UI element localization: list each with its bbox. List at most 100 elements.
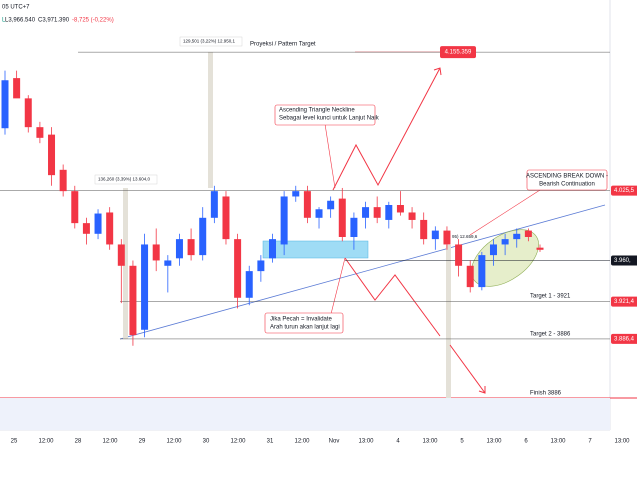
candle-body — [141, 244, 149, 330]
header: 05 UTC+7 — [2, 5, 30, 11]
x-tick-label: 28 — [75, 439, 82, 445]
measure-box — [94, 174, 158, 185]
x-tick-label: 13:00 — [422, 439, 438, 445]
price-label: 4.025,5 — [614, 188, 635, 194]
price-tag — [611, 333, 637, 344]
measure-label: 95) 12.659,6 — [452, 234, 478, 239]
note: Finish 3886 — [530, 391, 562, 397]
note-box — [526, 169, 608, 191]
x-tick-label: 4 — [396, 439, 400, 445]
arrow-down — [449, 344, 486, 394]
candle-body — [350, 217, 358, 237]
x-tick-label: 13:00 — [550, 439, 566, 445]
candle-body — [478, 255, 486, 288]
header: -8,725 (-0,22%) — [72, 18, 114, 24]
candle-body — [82, 223, 90, 234]
candle-body — [187, 239, 195, 256]
note: Jika Pecah = Invalidate — [270, 317, 333, 323]
measure-bar — [208, 52, 213, 188]
candle-body — [536, 247, 544, 250]
measure-bar — [123, 188, 128, 339]
price-label: 3.921,4 — [614, 299, 635, 305]
x-tick-label: 13:00 — [614, 439, 630, 445]
note: Arah turun akan lanjut lagi — [270, 325, 340, 331]
candle-body — [466, 265, 474, 288]
measure-label: 129,501 (3,22%) 12.950,1 — [183, 39, 236, 44]
x-tick-label: 12:00 — [294, 439, 310, 445]
candle-body — [24, 98, 32, 128]
measure-bar — [446, 245, 451, 398]
header: C3,971.390 — [38, 18, 70, 24]
candle-body — [71, 191, 79, 224]
candle-body — [13, 78, 21, 99]
measure-box — [179, 36, 243, 47]
note-box — [274, 104, 376, 126]
callout-line — [324, 123, 336, 189]
candle-body — [396, 205, 404, 213]
note: Ascending Triangle Neckline — [279, 108, 355, 114]
finish-zone — [0, 398, 610, 430]
trendline — [119, 204, 606, 340]
candle-body — [245, 271, 253, 298]
x-tick-label: 7 — [588, 439, 592, 445]
candle-body — [94, 213, 102, 234]
header: L3,966.540 — [5, 18, 36, 24]
price-label: 4.155.359 — [445, 50, 472, 56]
price-label: 3.886,4 — [614, 337, 635, 343]
x-tick-label: 12:00 — [102, 439, 118, 445]
x-tick-label: 13:00 — [358, 439, 374, 445]
candle-body — [210, 191, 218, 218]
header: L — [2, 18, 6, 24]
candle-body — [362, 207, 370, 218]
x-tick-label: 12:00 — [38, 439, 54, 445]
candle-body — [152, 244, 160, 261]
candle-body — [1, 80, 9, 129]
x-tick-label: 12:00 — [230, 439, 246, 445]
candle-body — [385, 205, 393, 220]
neckline-zone — [262, 240, 369, 259]
candle-body — [36, 127, 44, 138]
x-tick-label: 30 — [203, 439, 210, 445]
arrowhead — [478, 386, 486, 394]
candle-body — [513, 233, 521, 240]
x-tick-label: 6 — [524, 439, 528, 445]
note: Proyeksi / Pattern Target — [250, 42, 316, 48]
candle-body — [327, 200, 335, 210]
candle-body — [431, 230, 439, 240]
note: ASCENDING BREAK DOWN - — [526, 174, 608, 180]
candle-body — [129, 265, 137, 336]
price-tag — [440, 46, 476, 59]
candle-body — [315, 209, 323, 218]
note: Sebagai level kunci untuk Lanjut Naik — [279, 116, 380, 122]
candle-body — [257, 260, 265, 272]
candle-body — [222, 196, 230, 240]
arrowhead — [433, 67, 442, 76]
candle-body — [117, 244, 125, 266]
note: Target 1 - 3921 — [530, 294, 571, 300]
x-tick-label: Nov — [329, 439, 340, 445]
note: Target 2 - 3886 — [530, 332, 571, 338]
x-tick-label: 29 — [139, 439, 146, 445]
note-box — [264, 312, 344, 334]
candle-body — [48, 134, 56, 176]
candle-body — [292, 191, 300, 197]
candle-body — [164, 260, 172, 266]
x-tick-label: 13:00 — [486, 439, 502, 445]
price-tag — [611, 255, 637, 266]
x-tick-label: 25 — [11, 439, 18, 445]
highlight — [471, 229, 539, 287]
callout-line — [469, 189, 541, 236]
candle-body — [408, 212, 416, 220]
candle-body — [420, 219, 428, 240]
callout-line — [329, 257, 346, 319]
plot — [0, 51, 610, 346]
price-tag — [611, 185, 637, 196]
candle-body — [489, 244, 497, 256]
candle-body — [443, 230, 451, 245]
price-tag — [611, 296, 637, 307]
candle-body — [106, 212, 114, 245]
candle-body — [455, 244, 463, 266]
measure-label: 136,260 (3,39%) 13.604,0 — [98, 177, 151, 182]
x-tick-label: 31 — [267, 439, 274, 445]
